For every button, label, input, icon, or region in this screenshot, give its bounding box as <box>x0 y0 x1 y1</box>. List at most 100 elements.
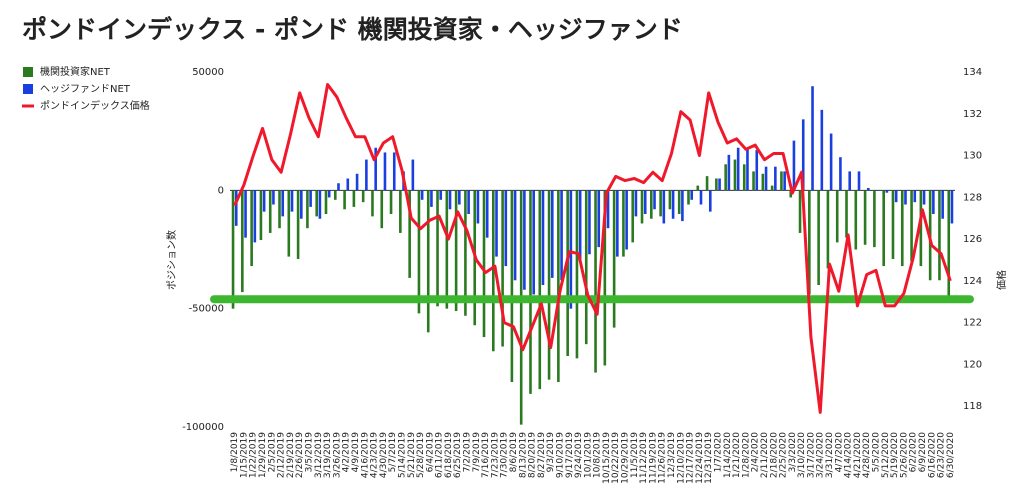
bar <box>736 147 740 191</box>
bar <box>752 171 755 191</box>
x-tick-label: 4/9/2019 <box>351 432 361 473</box>
bar <box>281 190 285 217</box>
bar <box>653 190 656 210</box>
bar <box>876 190 879 191</box>
bar <box>690 190 693 200</box>
bar <box>557 190 560 383</box>
bar <box>389 190 393 214</box>
x-tick-label: 12/31/2019 <box>704 432 714 484</box>
bar <box>696 185 700 191</box>
x-tick-label: 1/14/2020 <box>723 432 733 478</box>
x-tick-label: 7/16/2019 <box>481 432 491 478</box>
x-tick-label: 10/8/2019 <box>593 432 603 478</box>
x-tick-label: 11/12/2019 <box>639 432 649 484</box>
bar <box>597 190 601 248</box>
y2-tick-label: 132 <box>963 109 982 120</box>
bar <box>681 190 684 222</box>
bar <box>699 190 703 205</box>
x-tick-label: 6/30/2020 <box>946 432 956 478</box>
bar <box>894 190 898 203</box>
bar <box>315 190 319 217</box>
bar <box>947 190 951 302</box>
x-tick-label: 8/13/2019 <box>518 432 528 478</box>
bar <box>566 190 569 356</box>
x-tick-label: 7/23/2019 <box>490 432 500 478</box>
y2-tick-label: 126 <box>963 234 982 245</box>
bar <box>300 190 303 219</box>
x-tick-label: 1/28/2020 <box>741 432 751 478</box>
bar <box>746 147 749 191</box>
bar <box>550 190 554 278</box>
bar <box>808 190 811 295</box>
legend-label: ポンドインデックス価格 <box>40 99 150 112</box>
bar <box>380 190 384 229</box>
bar <box>467 190 470 214</box>
bar <box>510 190 514 383</box>
x-tick-label: 9/3/2019 <box>546 432 556 473</box>
bar <box>857 171 861 191</box>
x-tick-label: 2/12/2019 <box>277 432 287 478</box>
bar <box>817 190 820 285</box>
bar <box>922 190 926 205</box>
x-tick-label: 5/7/2019 <box>388 432 398 473</box>
x-tick-label: 3/3/2020 <box>788 432 798 473</box>
bar <box>941 190 944 219</box>
bar <box>244 190 247 238</box>
bar <box>687 190 690 205</box>
x-tick-label: 9/24/2019 <box>574 432 584 478</box>
bar <box>272 190 275 205</box>
bar <box>854 190 858 250</box>
bar <box>950 190 954 224</box>
bar <box>643 190 647 214</box>
bar <box>677 190 681 214</box>
bar <box>705 176 709 191</box>
bar <box>476 190 480 224</box>
y-tick-label: 50000 <box>192 67 224 78</box>
x-tick-label: 1/29/2019 <box>258 432 268 478</box>
bar <box>296 190 300 259</box>
x-tick-label: 12/17/2019 <box>686 432 696 484</box>
bar <box>374 147 377 191</box>
x-tick-label: 11/26/2019 <box>658 432 668 484</box>
x-tick-label: 10/29/2019 <box>621 432 631 484</box>
x-tick-label: 3/24/2020 <box>816 432 826 478</box>
x-tick-label: 2/26/2019 <box>295 432 305 478</box>
bar <box>352 190 356 207</box>
bar <box>932 190 935 214</box>
x-tick-label: 3/26/2019 <box>332 432 342 478</box>
bar <box>318 190 322 219</box>
bar <box>780 171 783 191</box>
x-tick-label: 2/19/2019 <box>286 432 296 478</box>
x-tick-label: 1/8/2019 <box>230 432 240 473</box>
bar <box>399 190 402 233</box>
y2-tick-label: 124 <box>963 276 982 287</box>
bar <box>420 190 424 200</box>
x-tick-label: 4/30/2019 <box>379 432 389 478</box>
bar <box>426 190 430 333</box>
bar <box>333 190 337 200</box>
x-tick-label: 12/10/2019 <box>676 432 686 484</box>
x-tick-label: 2/18/2020 <box>769 432 779 478</box>
bar <box>910 190 913 262</box>
bar <box>845 190 848 238</box>
bar <box>913 190 917 203</box>
bar <box>538 190 542 390</box>
bar <box>482 190 486 338</box>
x-tick-label: 2/4/2020 <box>751 432 761 473</box>
bar <box>625 190 628 250</box>
bar <box>541 190 545 285</box>
bar <box>501 190 504 347</box>
y-tick-label: -100000 <box>182 422 224 433</box>
bar <box>448 190 452 210</box>
bar <box>835 190 839 243</box>
bar <box>287 190 291 257</box>
legend-marker <box>22 104 34 108</box>
legend-marker <box>23 84 33 94</box>
x-tick-label: 9/17/2019 <box>565 432 575 478</box>
bar <box>792 140 796 191</box>
bar <box>715 178 718 191</box>
bar <box>863 190 867 245</box>
x-tick-label: 1/21/2020 <box>732 432 742 478</box>
bar <box>278 190 281 229</box>
bar <box>492 190 495 352</box>
